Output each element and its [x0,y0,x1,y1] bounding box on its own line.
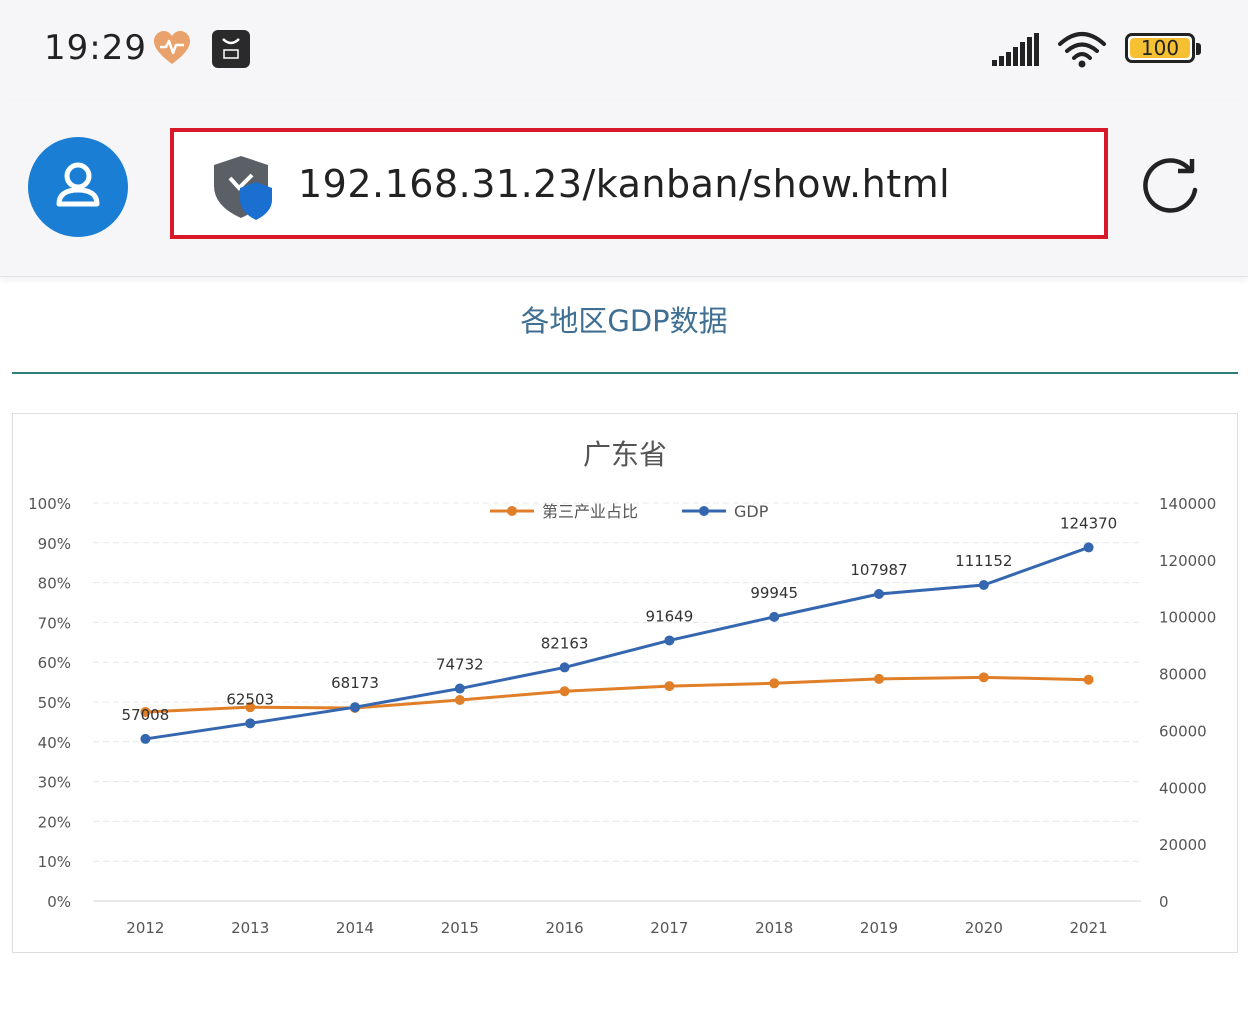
y-right-tick-label: 60000 [1159,722,1207,740]
data-point [874,589,884,600]
data-point [140,706,151,717]
url-text[interactable]: 192.168.31.23/kanban/show.html [298,162,951,206]
legend-label: 第三产业占比 [542,502,638,521]
shield-icon[interactable] [212,154,274,222]
y-left-tick-label: 80% [38,575,71,593]
x-tick-label: 2016 [546,919,584,937]
x-tick-label: 2020 [965,919,1003,937]
x-tick-label: 2015 [441,919,479,937]
x-tick-label: 2013 [231,919,269,937]
x-tick-label: 2014 [336,919,374,937]
y-left-tick-label: 40% [38,734,71,752]
x-tick-label: 2021 [1070,919,1108,937]
y-right-tick-label: 140000 [1159,495,1216,513]
data-point [454,683,465,694]
series-line-gdp [145,546,1090,741]
y-left-tick-label: 0% [47,893,71,911]
gdp-chart: 广东省 0% 10% 20% 30% 40% 50% 60% 70% 80% 90% 100% 0 200… [28,438,1216,937]
data-label: 82163 [541,634,589,652]
y-left-tick-label: 90% [38,535,71,553]
data-point [245,702,256,713]
data-label: 74732 [436,656,484,674]
y-left-tick-label: 20% [38,813,71,831]
data-point [769,678,780,689]
battery-level: 100 [1140,36,1180,60]
heart-icon [154,31,190,64]
data-label: 62503 [226,690,274,708]
chart-card: 广东省 0% 10% 20% 30% 40% 50% 60% 70% 80% 90% 100% 0 200… [12,413,1238,953]
y-left-tick-label: 30% [38,774,71,792]
data-label: 111152 [955,552,1012,570]
series-line-tertiary-share [145,675,1089,714]
data-point [1083,542,1094,553]
y-right-tick-label: 0 [1159,893,1169,911]
status-time: 19:29 [44,28,147,68]
y-left-tick-label: 10% [38,853,71,871]
data-label: 124370 [1060,514,1117,532]
page-title: 各地区GDP数据 [520,304,728,338]
data-point [874,673,884,684]
y-left-tick-label: 70% [38,614,71,632]
data-point [140,733,151,744]
y-right-tick-label: 120000 [1159,552,1216,570]
x-tick-label: 2017 [650,919,688,937]
data-point [1083,674,1094,685]
data-label: 91649 [646,607,694,625]
data-point [559,686,570,697]
legend-label: GDP [734,502,769,521]
app-store-icon [212,30,250,68]
data-point [350,702,360,713]
legend-marker [507,506,517,516]
avatar[interactable] [28,137,128,237]
data-point [664,681,675,692]
y-right-tick-label: 40000 [1159,779,1207,797]
status-bar: 19:29 100 [0,0,1248,100]
data-label: 107987 [850,561,907,579]
legend-marker [699,506,709,516]
browser-toolbar: 192.168.31.23/kanban/show.html [0,100,1248,277]
data-label: 99945 [750,584,798,602]
signal-icon [992,33,1039,66]
y-right-tick-label: 80000 [1159,666,1207,684]
heading-divider [12,372,1238,374]
y-right-tick-label: 20000 [1159,836,1207,854]
x-tick-label: 2018 [755,919,793,937]
y-left-tick-label: 50% [38,694,71,712]
avatar-icon [56,162,100,207]
battery-icon: 100 [1125,33,1201,63]
chart-title: 广东省 [583,438,667,471]
y-right-tick-label: 100000 [1159,609,1216,627]
data-point [454,695,465,706]
data-point [245,718,256,729]
data-point [978,580,989,591]
address-input[interactable]: 192.168.31.23/kanban/show.html [170,128,1108,239]
y-left-tick-label: 100% [28,495,71,513]
data-point [769,611,780,622]
data-label: 57008 [122,706,170,724]
reload-icon[interactable] [1140,156,1202,218]
data-label: 68173 [331,674,379,692]
data-point [559,662,570,673]
wifi-icon [1058,32,1106,68]
x-tick-label: 2012 [126,919,164,937]
data-point [978,672,989,683]
x-tick-label: 2019 [860,919,898,937]
data-point [664,635,675,646]
y-left-tick-label: 60% [38,654,71,672]
